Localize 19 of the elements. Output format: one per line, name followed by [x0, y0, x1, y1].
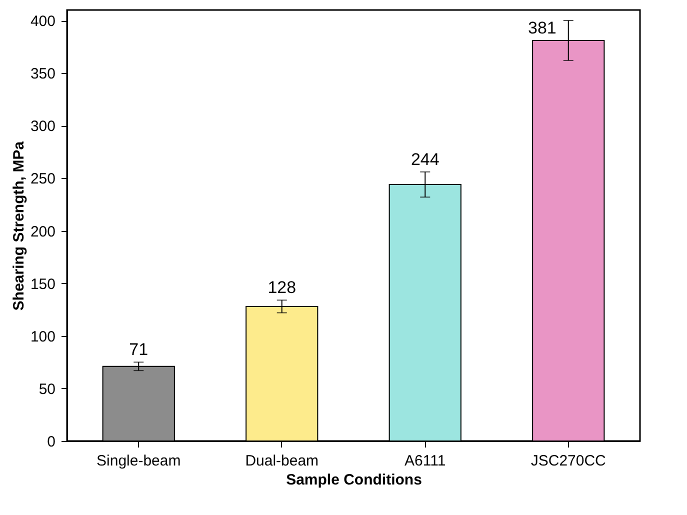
y-tick-label: 200: [30, 223, 56, 240]
y-tick-label: 250: [30, 170, 56, 188]
data-label: 71: [129, 340, 148, 360]
x-axis-title: Sample Conditions: [286, 472, 422, 488]
x-tick-label: A6111: [404, 452, 446, 470]
y-tick-label: 350: [30, 66, 56, 83]
y-tick-label: 400: [30, 13, 56, 30]
y-tick-label: 300: [30, 118, 56, 136]
y-tick-label: 50: [38, 380, 56, 398]
data-label: 128: [268, 278, 296, 298]
data-label: 244: [410, 150, 440, 169]
y-tick-label: 0: [47, 434, 56, 450]
data-label: 381: [528, 18, 556, 38]
y-tick-label: 100: [30, 328, 56, 346]
x-tick-label: Dual-beam: [245, 452, 319, 470]
x-tick-label: Single-beam: [96, 452, 181, 470]
x-tick-label: JSC270CC: [530, 452, 606, 470]
y-tick-label: 150: [30, 276, 56, 293]
y-axis-title: Shearing Strength, MPa: [10, 140, 28, 311]
